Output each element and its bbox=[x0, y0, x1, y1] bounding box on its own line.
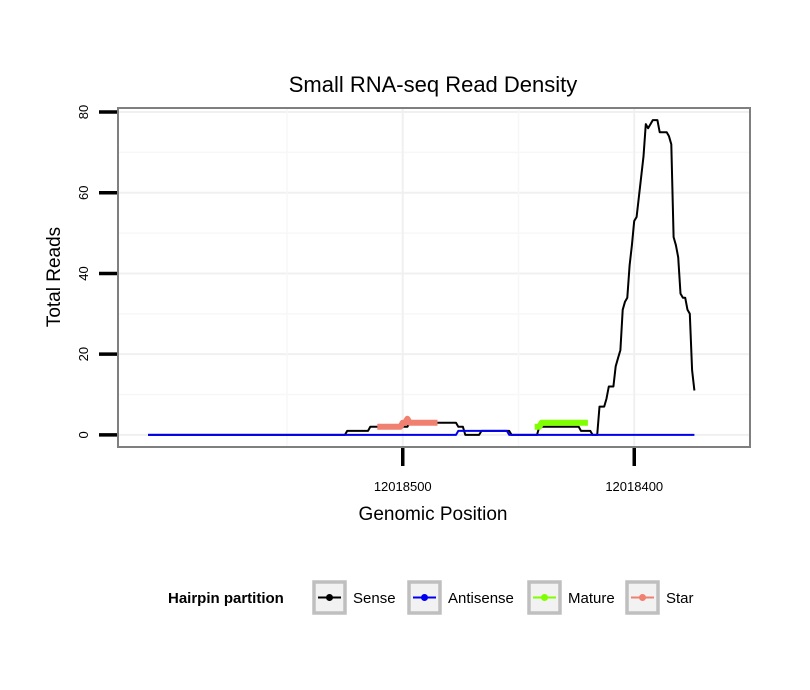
y-tick-label: 60 bbox=[76, 186, 91, 200]
series-line-sense bbox=[148, 119, 696, 436]
legend-key-dot bbox=[421, 594, 428, 601]
series-line-star bbox=[377, 415, 438, 430]
legend-label-mature: Mature bbox=[568, 590, 615, 607]
legend-key-dot bbox=[639, 594, 646, 601]
x-tick-label: 12018400 bbox=[605, 479, 663, 494]
axes: 0 20 40 60 80 12018500 12018400 bbox=[76, 105, 663, 494]
series-line-antisense bbox=[148, 429, 695, 436]
legend-key-dot bbox=[541, 594, 548, 601]
legend-title: Hairpin partition bbox=[168, 590, 284, 607]
y-tick-label: 40 bbox=[76, 266, 91, 280]
y-tick-label: 20 bbox=[76, 347, 91, 361]
legend-label-star: Star bbox=[666, 590, 694, 607]
y-tick-label: 0 bbox=[76, 431, 91, 438]
legend: Hairpin partition Sense Antisense Mature St… bbox=[168, 580, 694, 615]
x-tick-label: 12018500 bbox=[374, 479, 432, 494]
legend-label-sense: Sense bbox=[353, 590, 396, 607]
x-axis-title: Genomic Position bbox=[359, 504, 508, 525]
series-layer bbox=[148, 119, 696, 436]
y-axis-title: Total Reads bbox=[44, 227, 65, 327]
plot-panel-border bbox=[117, 107, 751, 448]
series-line-mature bbox=[534, 419, 588, 430]
chart-title: Small RNA-seq Read Density bbox=[289, 72, 578, 97]
y-tick-label: 80 bbox=[76, 105, 91, 119]
legend-key-dot bbox=[326, 594, 333, 601]
legend-label-antisense: Antisense bbox=[448, 590, 514, 607]
grid-lines bbox=[118, 108, 750, 447]
